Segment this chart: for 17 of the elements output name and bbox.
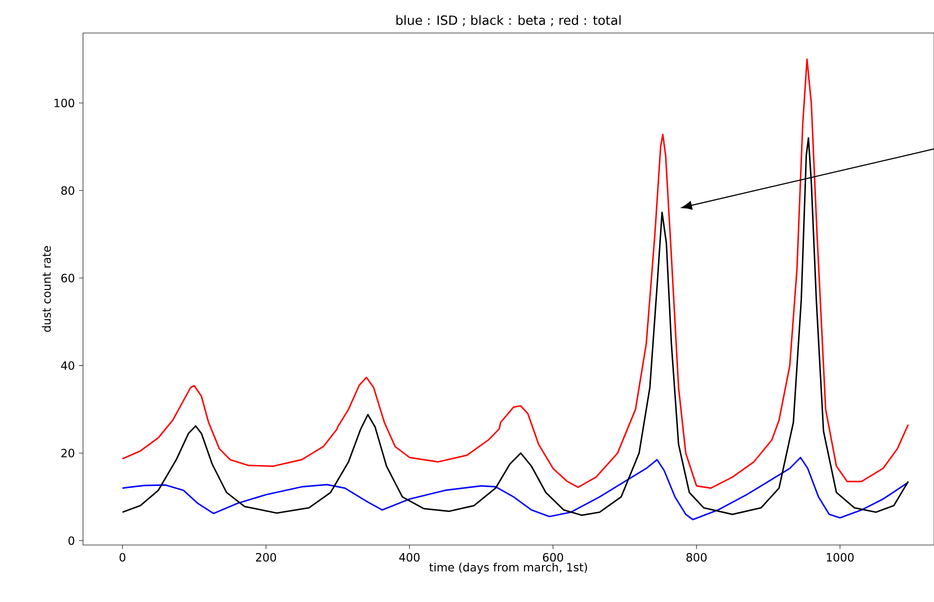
y-axis-title: dust count rate: [42, 246, 51, 332]
y-tick-label: 100: [54, 98, 74, 108]
y-tick-label: 0: [68, 536, 74, 545]
x-tick-label: 400: [399, 553, 420, 562]
line-series: [122, 456, 909, 520]
line-series: [122, 58, 909, 489]
x-axis-title: time (days from march, 1st): [429, 562, 588, 574]
y-tick-label: 40: [61, 361, 74, 370]
y-tick-label: 60: [61, 274, 74, 282]
chart-title: blue : ISD ; black : beta ; red : total: [396, 15, 621, 26]
x-tick-label: 200: [256, 553, 276, 562]
y-tick-label: 80: [61, 186, 74, 195]
x-tick-label: 1000: [826, 553, 854, 562]
x-tick-label: 0: [120, 553, 126, 562]
x-tick-label: 800: [686, 553, 707, 562]
x-tick-label: 600: [542, 553, 564, 562]
y-tick-label: 20: [61, 448, 74, 458]
